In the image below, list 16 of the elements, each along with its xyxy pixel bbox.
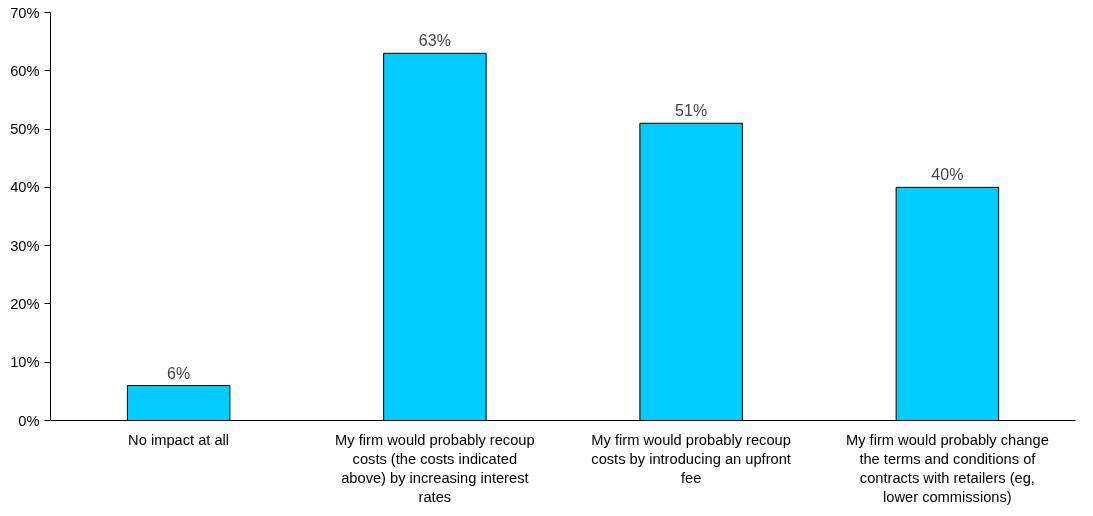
y-tick-label: 10%	[10, 354, 40, 371]
data-label: 40%	[931, 166, 964, 184]
y-tick-label: 30%	[10, 237, 40, 254]
x-tick-label: My firm would probably recoup costs (the costs indicated above) by increasing interest rates	[335, 431, 535, 506]
y-tick-label: 20%	[10, 295, 40, 312]
x-tick-label: My firm would probably change the terms and conditions of contracts with retailers (eg, lower commissions)	[845, 431, 1049, 506]
x-tick-label: No impact at all	[128, 431, 230, 448]
x-tick-label: My firm would probably recoup costs by introducing an upfront fee	[591, 431, 791, 486]
y-tick-label: 40%	[10, 179, 40, 196]
data-label: 51%	[675, 102, 708, 120]
y-tick-label: 60%	[10, 62, 40, 79]
data-label: 63%	[418, 32, 451, 50]
y-tick-label: 0%	[18, 412, 40, 429]
data-label: 6%	[167, 364, 191, 382]
y-tick-label: 50%	[10, 121, 40, 138]
y-tick-label: 70%	[10, 4, 40, 21]
